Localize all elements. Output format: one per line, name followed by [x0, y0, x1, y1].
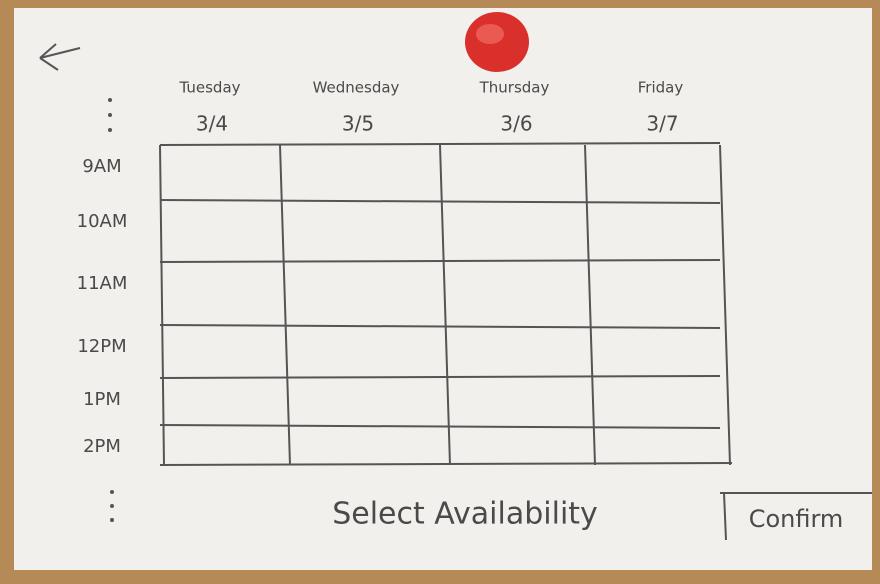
- time-slot[interactable]: [585, 325, 720, 378]
- day-date: 3/5: [342, 112, 374, 136]
- time-slot[interactable]: [280, 262, 440, 325]
- day-name: Thursday: [479, 79, 550, 97]
- time-label: 12PM: [77, 336, 126, 357]
- time-slot[interactable]: [585, 145, 720, 200]
- time-label: 9AM: [82, 156, 121, 177]
- time-label: 2PM: [83, 436, 121, 457]
- time-slot[interactable]: [160, 378, 280, 425]
- day-name: Wednesday: [313, 79, 400, 97]
- time-slot[interactable]: [440, 262, 585, 325]
- time-label: 1PM: [83, 389, 121, 410]
- time-slot[interactable]: [160, 262, 280, 325]
- time-slot[interactable]: [160, 200, 280, 262]
- time-slot[interactable]: [585, 262, 720, 325]
- page: Tuesday 3/4 Wednesday 3/5 Thursday 3/6 Friday 3…: [0, 0, 880, 584]
- time-slot[interactable]: [585, 378, 720, 425]
- confirm-label: Confirm: [749, 505, 844, 533]
- time-slot[interactable]: [160, 145, 280, 200]
- day-date: 3/4: [196, 112, 228, 136]
- time-label: 10AM: [77, 211, 128, 232]
- time-slot[interactable]: [280, 325, 440, 378]
- time-slot[interactable]: [440, 425, 585, 465]
- sketch: Tuesday 3/4 Wednesday 3/5 Thursday 3/6 Friday 3…: [0, 0, 880, 584]
- day-name: Tuesday: [178, 79, 240, 97]
- day-date: 3/7: [646, 112, 678, 136]
- time-slot[interactable]: [160, 325, 280, 378]
- push-pin: [465, 12, 529, 72]
- time-slot[interactable]: [585, 425, 720, 465]
- time-slot[interactable]: [160, 425, 280, 465]
- time-slot[interactable]: [585, 200, 720, 262]
- time-slot[interactable]: [280, 425, 440, 465]
- time-slot[interactable]: [440, 325, 585, 378]
- time-slot[interactable]: [440, 200, 585, 262]
- footer-title: Select Availability: [332, 497, 598, 532]
- time-slot[interactable]: [440, 378, 585, 425]
- time-slot[interactable]: [280, 145, 440, 200]
- time-label: 11AM: [77, 273, 128, 294]
- time-slot[interactable]: [280, 200, 440, 262]
- time-slot[interactable]: [440, 145, 585, 200]
- pin-shine: [476, 24, 504, 44]
- day-date: 3/6: [500, 112, 532, 136]
- day-name: Friday: [638, 79, 684, 97]
- time-slot[interactable]: [280, 378, 440, 425]
